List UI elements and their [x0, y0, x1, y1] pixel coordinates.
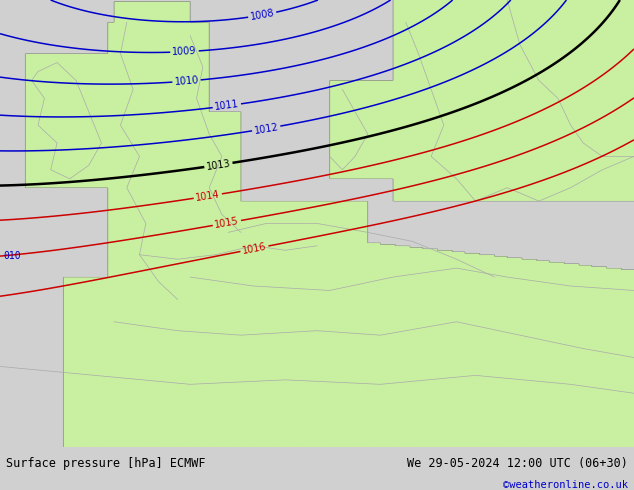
Text: 1008: 1008 — [249, 8, 275, 22]
Text: 1010: 1010 — [174, 75, 199, 87]
Text: Surface pressure [hPa] ECMWF: Surface pressure [hPa] ECMWF — [6, 457, 206, 470]
Text: 1013: 1013 — [205, 158, 231, 172]
Text: 1011: 1011 — [214, 99, 240, 112]
Text: We 29-05-2024 12:00 UTC (06+30): We 29-05-2024 12:00 UTC (06+30) — [407, 457, 628, 470]
Text: 1015: 1015 — [214, 216, 240, 230]
Text: 1014: 1014 — [195, 189, 221, 203]
Text: 1009: 1009 — [172, 46, 197, 57]
Text: ©weatheronline.co.uk: ©weatheronline.co.uk — [503, 480, 628, 490]
Text: 010: 010 — [3, 251, 21, 261]
Text: 1012: 1012 — [253, 122, 279, 136]
Text: 1016: 1016 — [242, 242, 268, 256]
